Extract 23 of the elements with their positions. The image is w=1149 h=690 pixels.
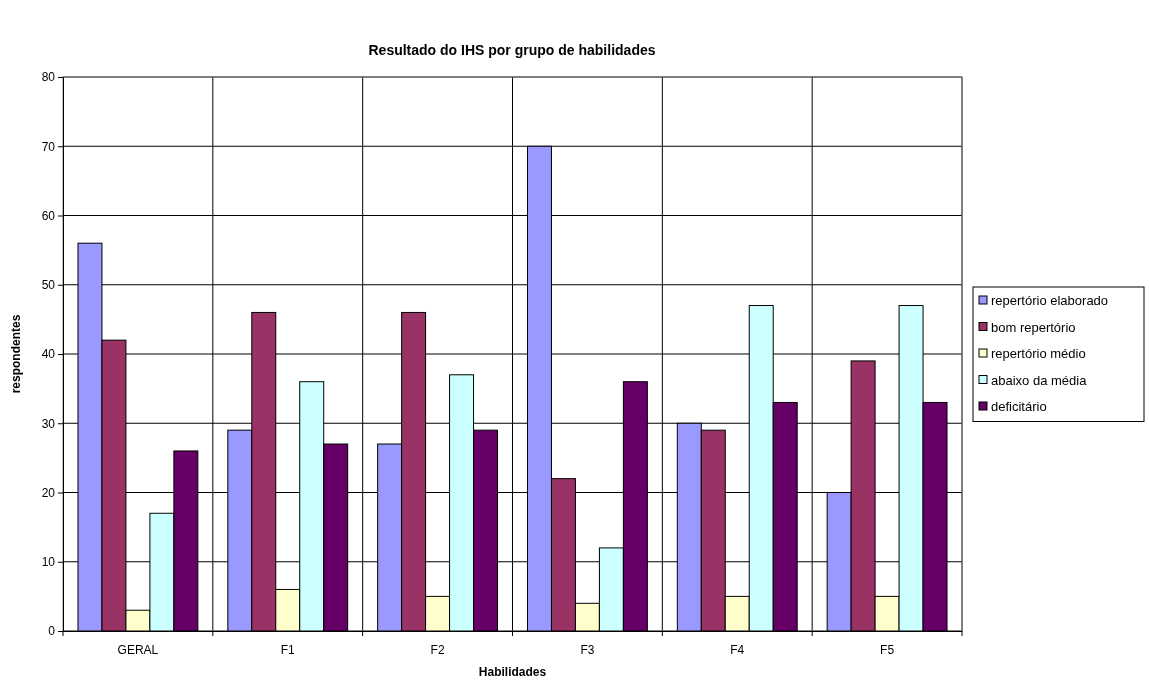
legend-label: repertório elaborado: [991, 293, 1109, 308]
y-tick-label: 80: [41, 70, 56, 85]
x-tick-label: F1: [280, 642, 296, 657]
x-tick-label: F5: [880, 642, 895, 657]
y-tick-label: 40: [41, 347, 56, 362]
y-tick-label: 70: [41, 139, 56, 154]
x-tick-label: F3: [580, 642, 595, 657]
y-tick-label: 10: [41, 555, 56, 570]
y-tick-label: 20: [41, 485, 56, 500]
y-tick-label: 60: [41, 208, 56, 223]
chart-title: Resultado do IHS por grupo de habilidades: [368, 42, 656, 58]
x-axis-title: Habilidades: [478, 665, 547, 679]
x-tick-label: F2: [430, 642, 445, 657]
y-tick-label: 30: [41, 416, 56, 431]
legend-label: deficitário: [991, 399, 1047, 414]
legend-label: abaixo da média: [991, 372, 1088, 388]
y-tick-label: 0: [48, 624, 56, 639]
legend-label: repertório médio: [991, 346, 1086, 361]
y-axis-title: respondentes: [9, 314, 23, 394]
legend-label: bom repertório: [991, 319, 1076, 335]
x-tick-label: GERAL: [117, 642, 159, 657]
y-tick-label: 50: [41, 278, 56, 293]
x-tick-label: F4: [730, 642, 745, 657]
